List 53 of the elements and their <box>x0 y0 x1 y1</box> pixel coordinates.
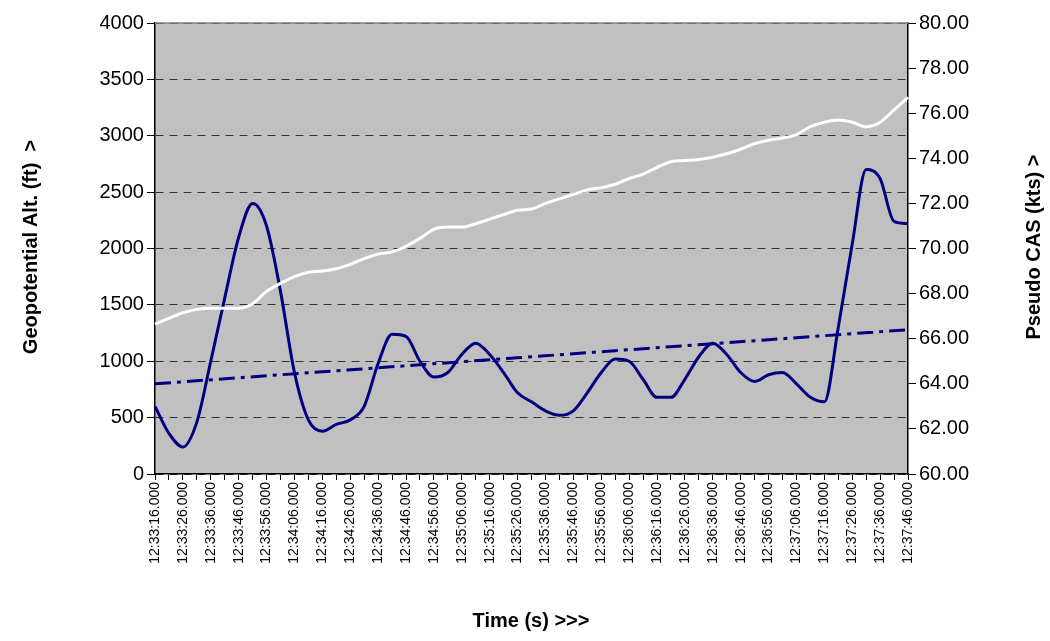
y2-tick-label: 80.00 <box>919 10 970 33</box>
x-tick-label: 12:36:06.000 <box>619 481 636 564</box>
y-tick-label: 2000 <box>99 236 144 259</box>
x-tick-label: 12:34:26.000 <box>341 481 358 564</box>
x-tick-label: 12:34:56.000 <box>424 481 441 564</box>
y-tick-label: 3000 <box>99 123 144 146</box>
y2-tick-label: 76.00 <box>919 100 970 123</box>
x-tick-label: 12:34:06.000 <box>285 481 302 564</box>
x-tick-label: 12:35:26.000 <box>508 481 525 564</box>
y2-tick-label: 78.00 <box>919 55 970 78</box>
y-tick-label: 500 <box>110 405 144 428</box>
y-tick-label: 2500 <box>99 179 144 202</box>
x-tick-label: 12:37:36.000 <box>870 481 887 564</box>
x-tick-label: 12:35:36.000 <box>536 481 553 564</box>
y-tick-label: 0 <box>132 461 144 484</box>
y2-tick-label: 72.00 <box>919 190 970 213</box>
y2-tick-label: 60.00 <box>919 461 970 484</box>
y2-tick-label: 68.00 <box>919 281 970 304</box>
x-tick-label: 12:33:16.000 <box>145 481 162 564</box>
x-tick-label: 12:33:36.000 <box>201 481 218 564</box>
y2-tick-label: 74.00 <box>919 145 970 168</box>
x-tick-label: 12:34:46.000 <box>396 481 413 564</box>
y2-tick-label: 70.00 <box>919 236 970 259</box>
x-tick-label: 12:37:46.000 <box>898 481 915 564</box>
x-tick-label: 12:36:56.000 <box>759 481 776 564</box>
line-series <box>153 95 910 326</box>
x-tick-label: 12:35:06.000 <box>452 481 469 564</box>
y2-axis-title: Pseudo CAS (kts) > <box>1021 154 1045 340</box>
y-tick-label: 1000 <box>99 348 144 371</box>
x-tick-label: 12:36:46.000 <box>731 481 748 564</box>
x-axis-title: Time (s) >>> <box>472 608 590 632</box>
x-tick-label: 12:36:16.000 <box>647 481 664 564</box>
x-tick-label: 12:34:36.000 <box>368 481 385 564</box>
x-tick-label: 12:35:56.000 <box>592 481 609 564</box>
y2-tick-label: 62.00 <box>919 416 970 439</box>
x-tick-label: 12:33:26.000 <box>173 481 190 564</box>
x-tick-label: 12:34:16.000 <box>313 481 330 564</box>
x-tick-label: 12:35:46.000 <box>564 481 581 564</box>
y-tick-label: 1500 <box>99 292 144 315</box>
x-tick-label: 12:37:06.000 <box>787 481 804 564</box>
y2-tick-label: 66.00 <box>919 326 970 349</box>
x-tick-label: 12:36:26.000 <box>675 481 692 564</box>
x-tick-label: 12:33:46.000 <box>229 481 246 564</box>
y-tick-label: 4000 <box>99 10 144 33</box>
y-axis-title: Geopotential Alt. (ft) > <box>18 139 42 355</box>
x-tick-label: 12:33:56.000 <box>257 481 274 564</box>
y2-tick-label: 64.00 <box>919 371 970 394</box>
x-tick-label: 12:35:16.000 <box>480 481 497 564</box>
x-tick-label: 12:36:36.000 <box>703 481 720 564</box>
x-tick-label: 12:37:26.000 <box>843 481 860 564</box>
y-tick-label: 3500 <box>99 66 144 89</box>
x-tick-label: 12:37:16.000 <box>815 481 832 564</box>
line-series <box>153 168 910 449</box>
